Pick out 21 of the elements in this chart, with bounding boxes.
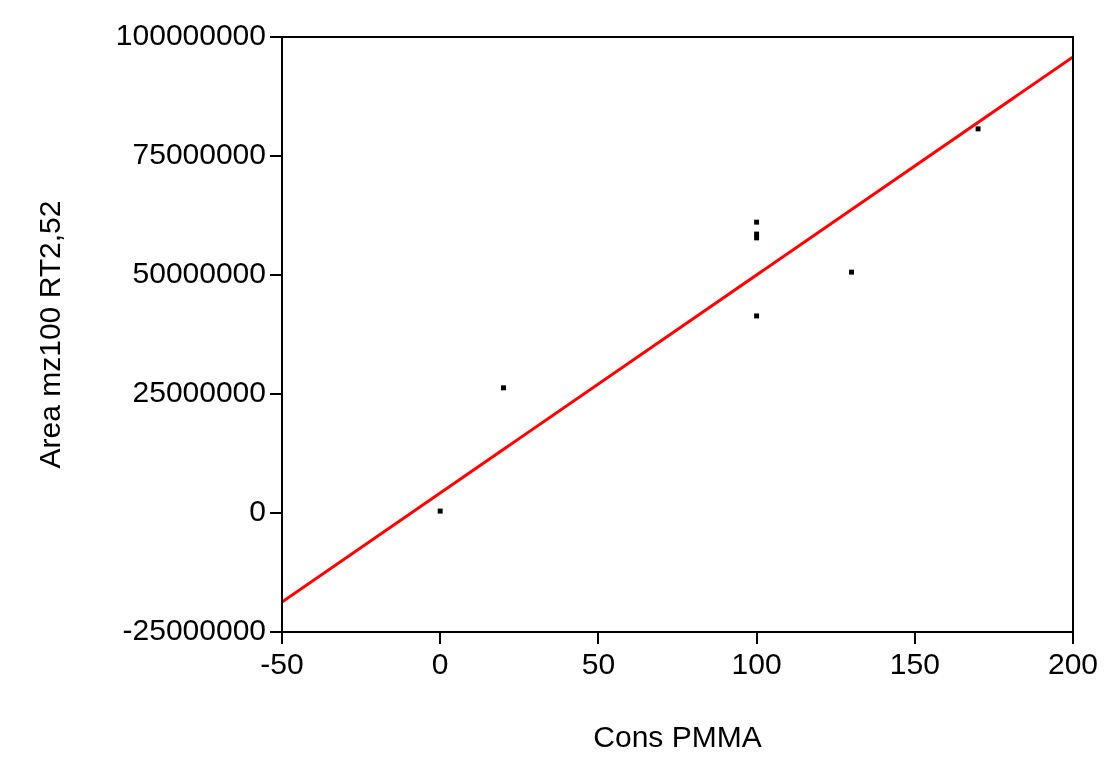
y-tick-label: 50000000 [132,256,266,290]
point [754,219,760,225]
x-tick-label: 200 [1047,647,1099,681]
x-tick-label: -50 [260,647,304,681]
x-tick-label: 150 [889,647,940,681]
point [849,269,854,275]
point [754,235,760,241]
point [754,313,760,319]
y-tick-label: 0 [249,494,266,528]
point [437,508,443,514]
point [501,385,506,391]
point [975,126,981,132]
x-axis-title: Cons PMMA [593,720,762,754]
y-tick-label: 25000000 [132,375,266,409]
x-tick-label: 0 [431,647,449,681]
y-tick-label: 100000000 [115,18,266,52]
y-axis-title: Area mz100 RT2,52 [33,200,67,469]
y-tick-label: -25000000 [122,613,266,647]
y-tick-label: 75000000 [132,137,266,171]
x-tick-label: 100 [731,647,782,681]
x-tick-label: 50 [581,647,616,681]
